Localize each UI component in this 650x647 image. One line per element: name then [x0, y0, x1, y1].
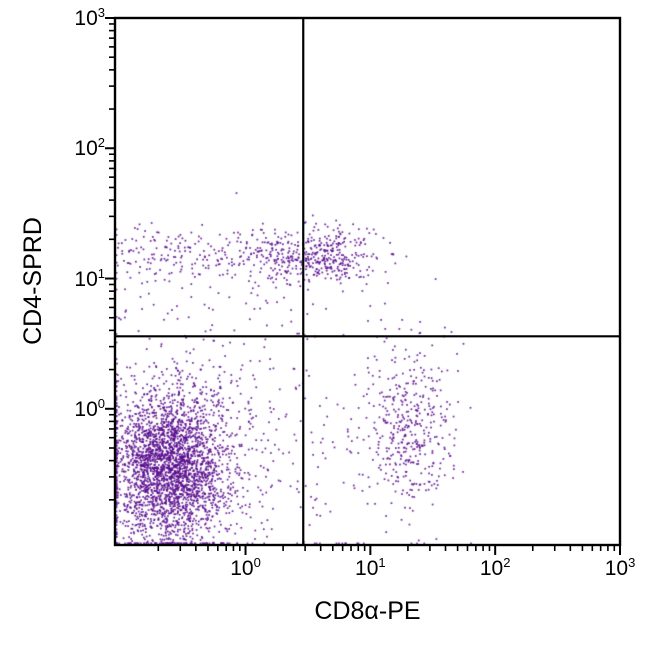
x-tick-label: 103 [604, 555, 636, 580]
y-tick-label: 103 [74, 5, 105, 30]
x-tick-label: 102 [479, 555, 511, 580]
y-tick-label: 101 [74, 265, 105, 291]
y-axis-title: CD4-SPRD [19, 217, 47, 345]
x-axis-title: CD8α-PE [314, 597, 421, 625]
x-tick-label: 100 [230, 555, 261, 580]
x-tick-label: 101 [355, 555, 386, 580]
y-tick-label: 100 [74, 395, 105, 421]
y-tick-label: 102 [74, 135, 105, 161]
plot-border [113, 16, 622, 547]
